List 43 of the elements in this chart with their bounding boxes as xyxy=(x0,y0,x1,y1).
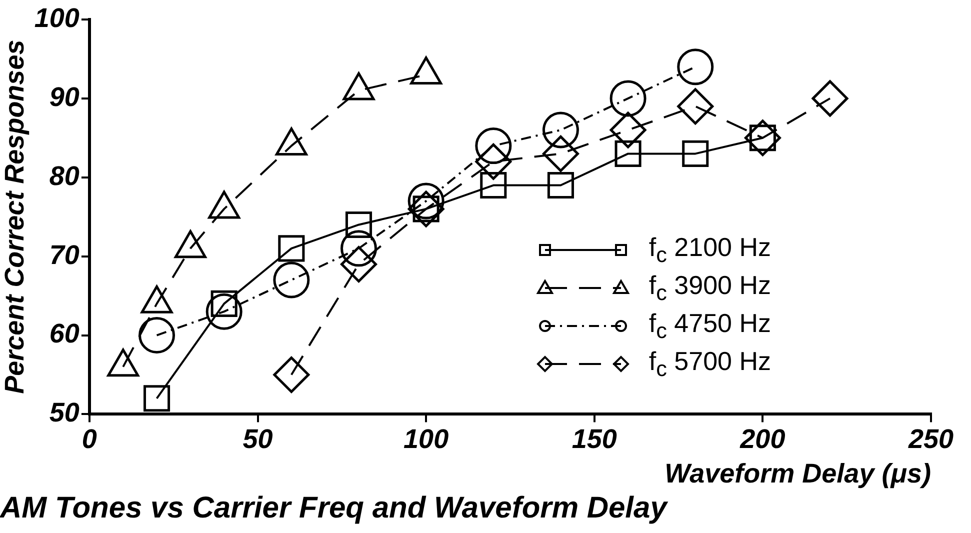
point xyxy=(812,80,848,117)
point xyxy=(475,143,512,180)
point xyxy=(144,385,170,412)
x-axis-title: Waveform Delay (μs) xyxy=(664,458,932,488)
point xyxy=(345,211,372,238)
legend-label: f$_{c}$ 3900 Hz xyxy=(648,270,771,306)
point xyxy=(677,88,714,125)
point xyxy=(340,246,377,282)
point xyxy=(480,172,507,199)
x-tick-label: 200 xyxy=(739,424,786,454)
y-axis-title: Percent Correct Responses xyxy=(0,40,30,394)
y-tick-label: 80 xyxy=(49,160,80,191)
point xyxy=(610,112,646,148)
x-tick-label: 0 xyxy=(82,424,97,454)
legend-label: f$_{c}$ 5700 Hz xyxy=(648,346,771,382)
y-tick-label: 50 xyxy=(49,398,80,428)
point xyxy=(547,172,574,199)
point xyxy=(677,48,714,86)
legend-label: f$_{c}$ 4750 Hz xyxy=(648,308,771,344)
point xyxy=(408,182,444,220)
point xyxy=(138,317,176,354)
legend-label: f$_{c}$ 2100 Hz xyxy=(648,232,771,268)
y-tick-label: 100 xyxy=(34,2,80,33)
point xyxy=(273,262,310,298)
point xyxy=(206,293,242,330)
point xyxy=(542,112,579,148)
y-tick-label: 90 xyxy=(49,82,80,112)
point xyxy=(408,190,444,228)
point xyxy=(475,128,512,164)
point xyxy=(614,140,642,167)
point xyxy=(610,80,646,117)
y-tick-label: 60 xyxy=(49,318,80,349)
y-tick-label: 70 xyxy=(49,240,80,270)
point xyxy=(682,140,709,167)
x-tick-label: 250 xyxy=(907,424,954,454)
point xyxy=(340,230,377,267)
point xyxy=(278,235,305,262)
x-tick-label: 150 xyxy=(572,424,617,454)
point xyxy=(744,120,781,156)
x-tick-label: 50 xyxy=(242,424,273,454)
x-tick-label: 100 xyxy=(404,424,449,454)
point xyxy=(542,135,579,172)
point xyxy=(273,356,310,393)
